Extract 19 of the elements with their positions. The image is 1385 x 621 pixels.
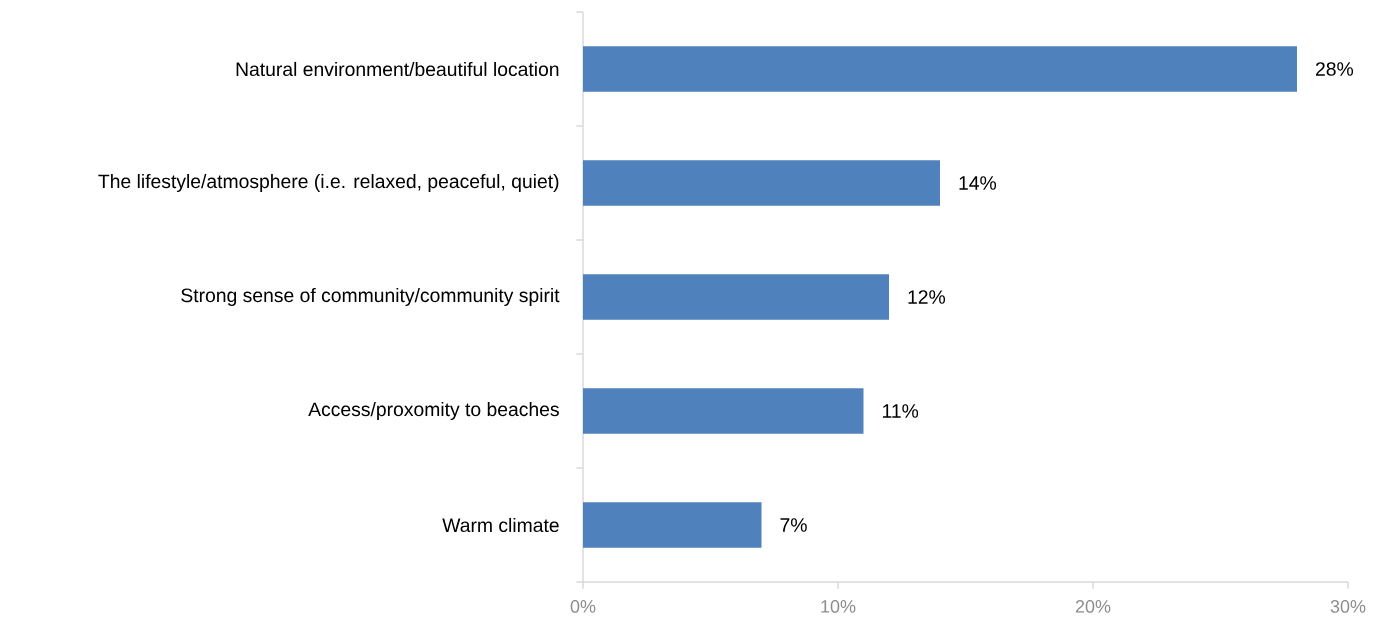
- bar: [583, 388, 864, 434]
- bar: [583, 46, 1297, 92]
- data-label: 12%: [908, 290, 946, 304]
- bar: [583, 160, 940, 206]
- bar: [583, 502, 762, 548]
- data-label: 7%: [780, 518, 807, 532]
- y-tick-label: The lifestyle/atmosphere (i.e. relaxed, peaceful, quiet): [98, 173, 559, 193]
- data-label: 11%: [883, 404, 919, 418]
- y-tick-label: Natural environment/beautiful location: [236, 61, 559, 77]
- y-tick-label: Warm climate: [442, 517, 559, 533]
- x-tick-label: 0%: [570, 600, 596, 613]
- bar: [583, 274, 889, 320]
- x-tick-label: 20%: [1075, 600, 1111, 613]
- x-tick-label: 10%: [821, 600, 856, 613]
- data-label: 14%: [959, 176, 997, 190]
- y-tick-label: Strong sense of community/community spirit: [181, 287, 560, 307]
- y-tick-label: Access/proxomity to beaches: [308, 401, 559, 421]
- x-tick-label: 30%: [1330, 600, 1366, 613]
- data-label: 28%: [1316, 62, 1354, 76]
